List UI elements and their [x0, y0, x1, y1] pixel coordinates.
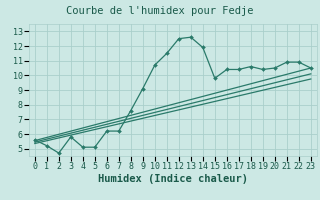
X-axis label: Humidex (Indice chaleur): Humidex (Indice chaleur) [98, 174, 248, 184]
Text: Courbe de l'humidex pour Fedje: Courbe de l'humidex pour Fedje [66, 6, 254, 16]
